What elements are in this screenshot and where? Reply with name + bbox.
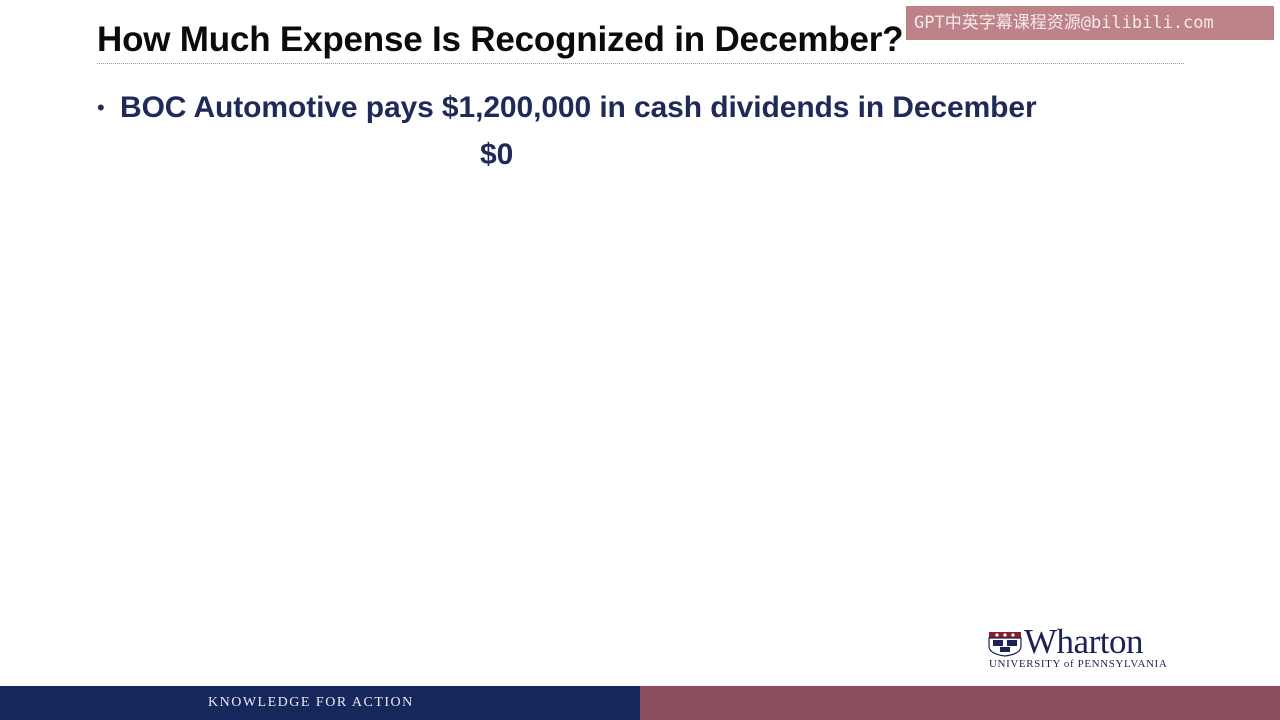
wharton-logo: Wharton UNIVERSITY of PENNSYLVANIA bbox=[988, 623, 1192, 671]
watermark: GPT中英字幕课程资源@bilibili.com bbox=[906, 6, 1274, 40]
penn-shield-icon bbox=[988, 632, 1022, 657]
logo-wordmark: Wharton bbox=[1024, 622, 1143, 661]
bullet-text: BOC Automotive pays $1,200,000 in cash d… bbox=[120, 91, 1037, 124]
footer-band-right bbox=[640, 686, 1280, 720]
answer-value: $0 bbox=[480, 138, 514, 171]
slide-title: How Much Expense Is Recognized in Decemb… bbox=[97, 20, 904, 59]
bullet-item: • BOC Automotive pays $1,200,000 in cash… bbox=[97, 89, 1037, 127]
title-divider bbox=[97, 63, 1184, 64]
bullet-marker: • bbox=[97, 95, 105, 120]
footer-tagline: KNOWLEDGE FOR ACTION bbox=[208, 695, 414, 710]
footer-band-left: KNOWLEDGE FOR ACTION bbox=[0, 686, 640, 720]
logo-subtitle: UNIVERSITY of PENNSYLVANIA bbox=[989, 658, 1168, 670]
